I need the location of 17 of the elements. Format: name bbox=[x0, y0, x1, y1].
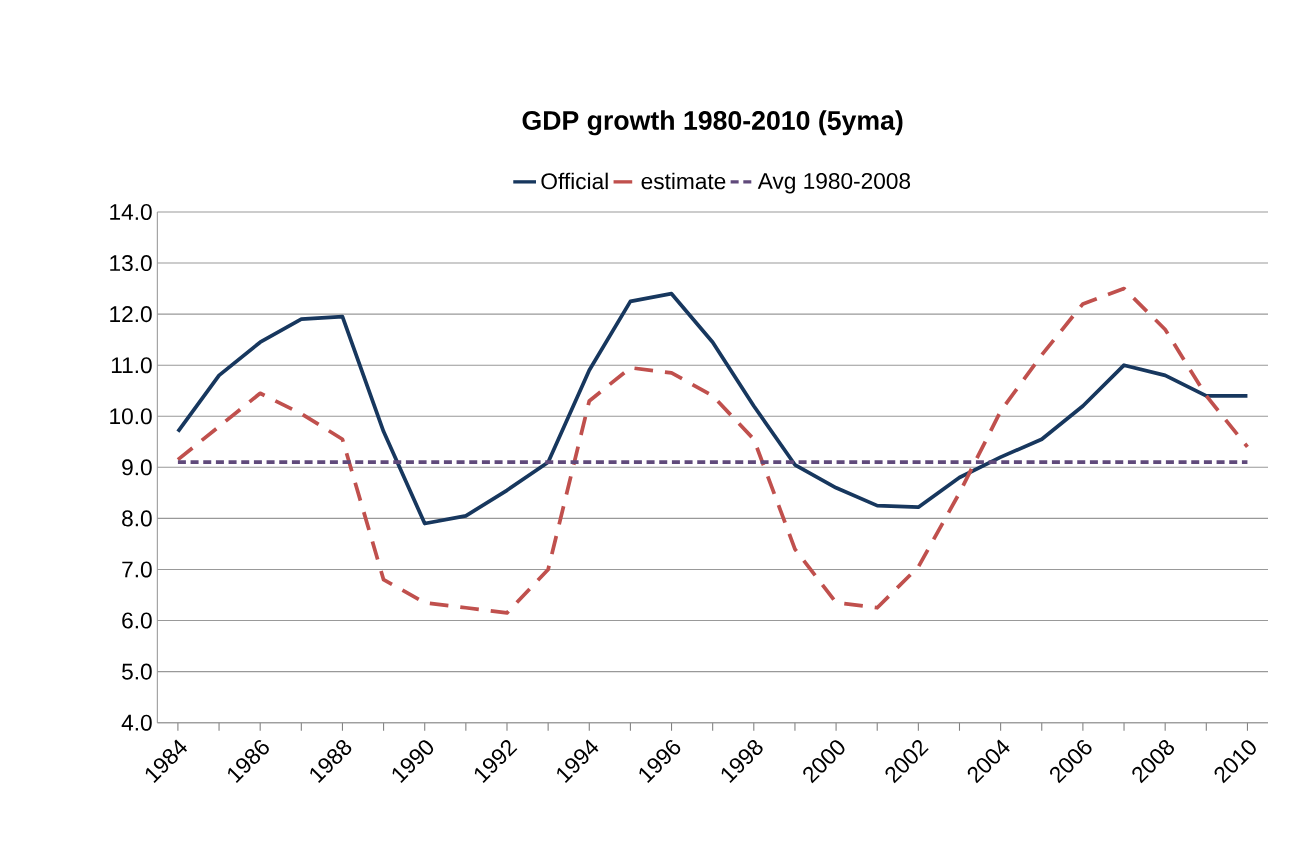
y-tick-label: 6.0 bbox=[122, 612, 152, 629]
chart-title: GDP growth 1980-2010 (5yma) bbox=[522, 110, 903, 136]
y-tick-label: 12.0 bbox=[110, 305, 152, 323]
legend-label: estimate bbox=[641, 172, 726, 190]
line-series bbox=[176, 291, 1250, 526]
line-series bbox=[176, 286, 1250, 615]
y-tick-label: 8.0 bbox=[122, 510, 152, 527]
y-tick-label: 14.0 bbox=[110, 203, 152, 220]
y-tick-label: 7.0 bbox=[122, 561, 152, 578]
y-tick-label: 13.0 bbox=[110, 254, 152, 271]
y-tick-label: 10.0 bbox=[110, 408, 152, 425]
y-tick-label: 9.0 bbox=[122, 459, 152, 476]
y-tick-label: 4.0 bbox=[121, 714, 152, 731]
y-tick-label: 11.0 bbox=[111, 357, 152, 374]
legend-label: Official bbox=[541, 172, 608, 190]
legend-label: Avg 1980-2008 bbox=[757, 172, 911, 194]
y-tick-label: 5.0 bbox=[122, 663, 152, 680]
